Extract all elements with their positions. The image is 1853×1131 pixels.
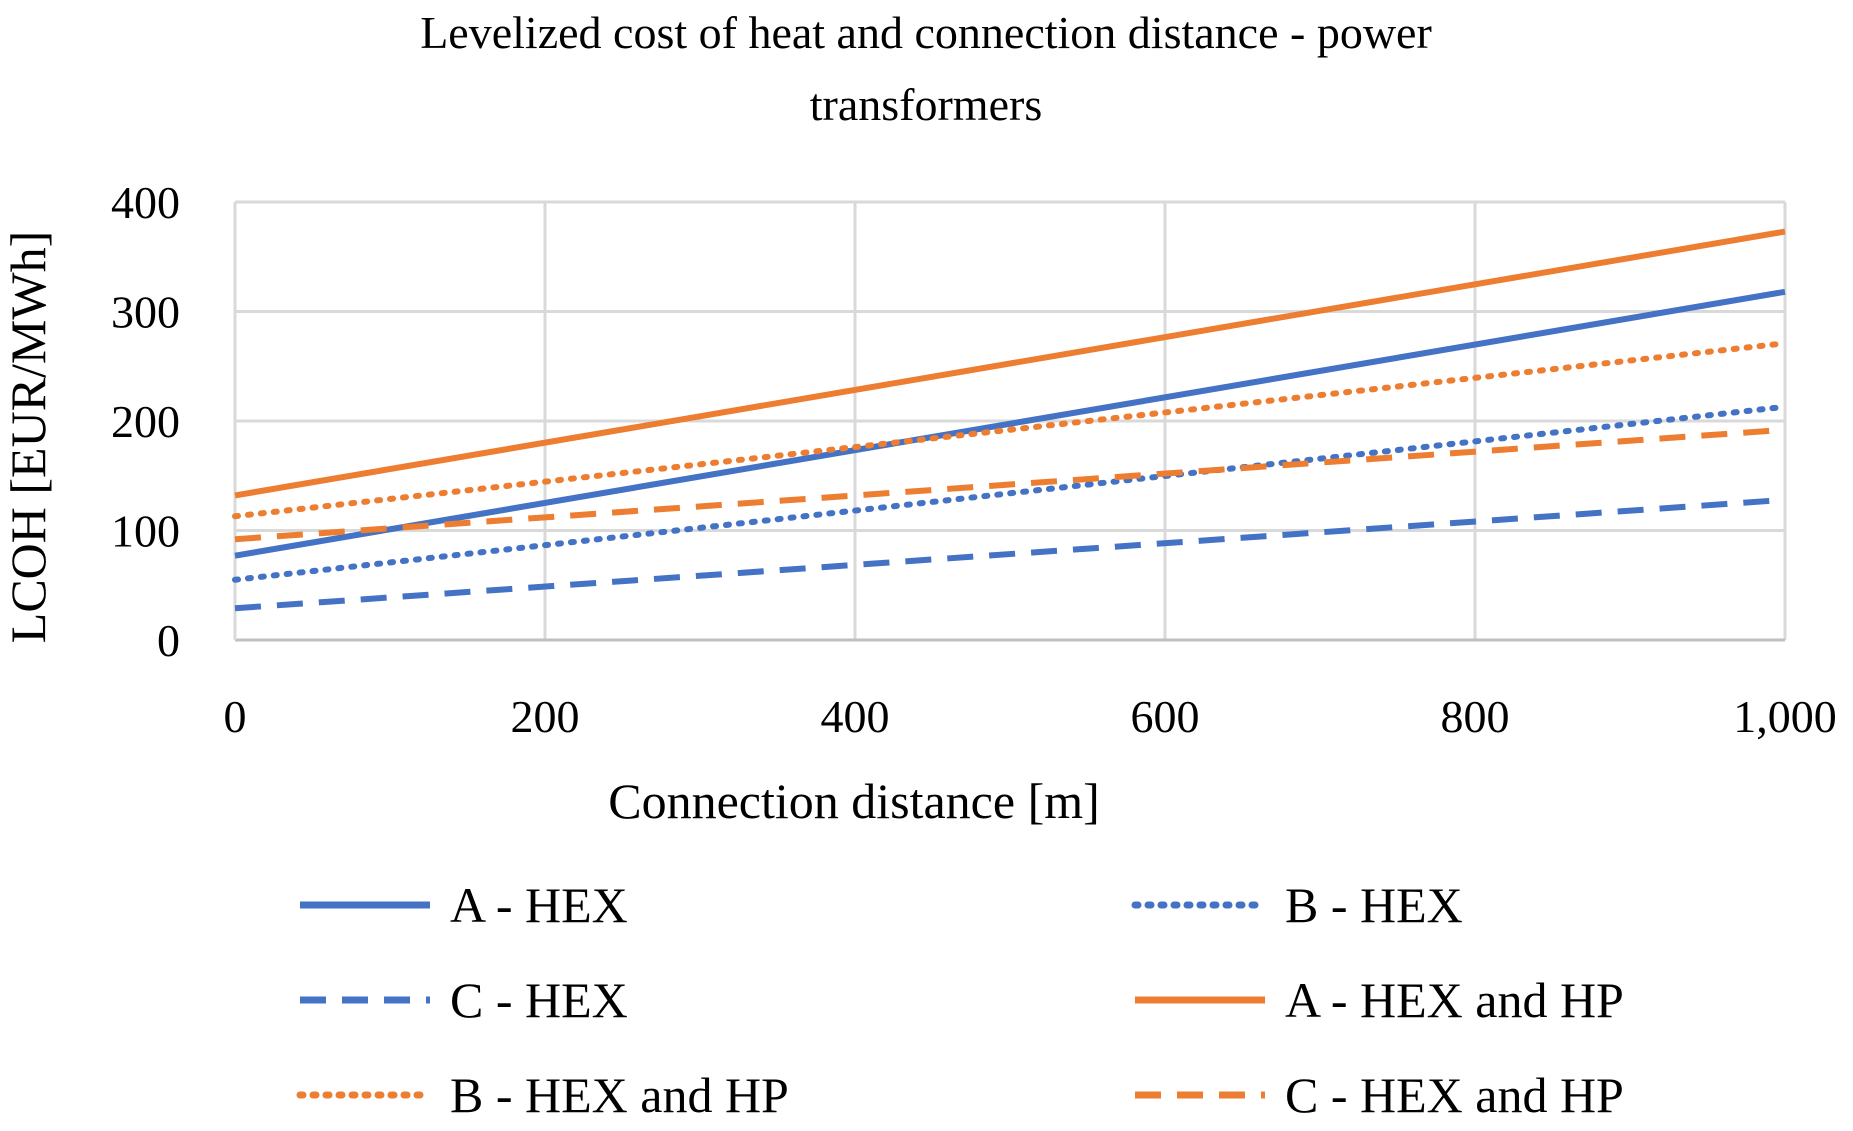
legend-label: B - HEX and HP bbox=[450, 1067, 789, 1123]
x-tick-label: 800 bbox=[1441, 691, 1510, 742]
axes bbox=[233, 202, 1785, 642]
legend-item: B - HEX bbox=[1131, 877, 1463, 933]
legend-label: C - HEX and HP bbox=[1285, 1067, 1624, 1123]
series-line-b-hex bbox=[232, 403, 1788, 583]
legend-label: A - HEX and HP bbox=[1285, 972, 1624, 1028]
legend-item: C - HEX and HP bbox=[1135, 1067, 1624, 1123]
series-lines bbox=[232, 228, 1788, 612]
legend-item: A - HEX bbox=[300, 877, 628, 933]
y-tick-label: 0 bbox=[157, 615, 180, 666]
y-tick-label: 400 bbox=[111, 177, 180, 228]
legend-label: B - HEX bbox=[1285, 877, 1463, 933]
y-axis-title: LCOH [EUR/MWh] bbox=[0, 231, 56, 643]
chart-title-line-1: Levelized cost of heat and connection di… bbox=[420, 7, 1432, 58]
x-tick-label: 1,000 bbox=[1733, 691, 1837, 742]
gridlines bbox=[235, 200, 1787, 640]
series-line-b-hex-and-hp bbox=[232, 340, 1788, 520]
x-tick-label: 400 bbox=[821, 691, 890, 742]
x-tick-label: 200 bbox=[511, 691, 580, 742]
legend: A - HEX B - HEX C - HEX A - HEX and HP B - H… bbox=[296, 877, 1624, 1123]
series-line-a-hex-and-hp bbox=[234, 228, 1786, 499]
legend-item: B - HEX and HP bbox=[296, 1067, 789, 1123]
x-axis-title: Connection distance [m] bbox=[608, 773, 1100, 829]
legend-item: A - HEX and HP bbox=[1135, 972, 1624, 1028]
legend-label: A - HEX bbox=[450, 877, 628, 933]
series-line-c-hex-and-hp bbox=[234, 426, 1786, 543]
series-line-c-hex bbox=[234, 496, 1786, 612]
chart-title-line-2: transformers bbox=[810, 79, 1042, 130]
legend-label: C - HEX bbox=[450, 972, 628, 1028]
tick-labels: 0 100 200 300 400 0 200 400 600 800 1,000 bbox=[111, 177, 1837, 742]
y-tick-label: 100 bbox=[111, 506, 180, 557]
y-tick-label: 200 bbox=[111, 396, 180, 447]
legend-item: C - HEX bbox=[300, 972, 628, 1028]
x-tick-label: 600 bbox=[1131, 691, 1200, 742]
x-tick-label: 0 bbox=[224, 691, 247, 742]
series-line-a-hex bbox=[234, 288, 1786, 559]
y-tick-label: 300 bbox=[111, 287, 180, 338]
